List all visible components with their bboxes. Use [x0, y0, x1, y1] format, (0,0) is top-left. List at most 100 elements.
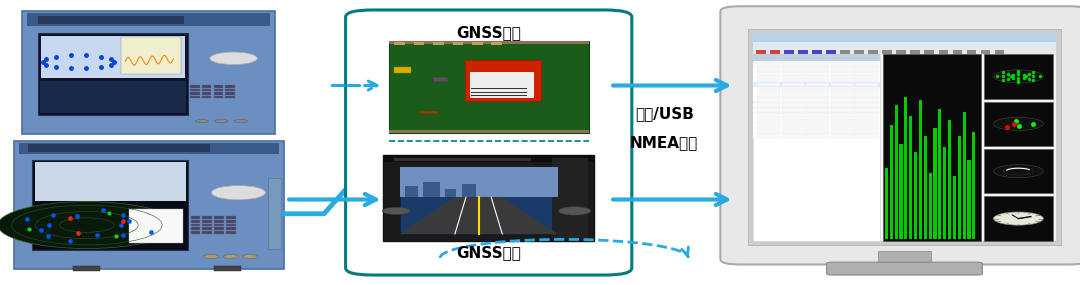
Bar — [753, 33, 1056, 42]
Bar — [757, 62, 780, 66]
Bar — [806, 108, 829, 112]
Bar — [757, 103, 780, 107]
Bar — [757, 83, 780, 86]
Bar — [878, 251, 931, 268]
Bar — [883, 54, 981, 241]
Bar — [806, 83, 829, 86]
Bar — [972, 131, 975, 239]
Bar — [214, 89, 224, 91]
Bar — [900, 144, 903, 239]
Bar — [226, 216, 235, 219]
Bar — [423, 182, 440, 197]
Bar — [984, 54, 1053, 99]
Bar — [214, 266, 241, 271]
Bar — [909, 116, 913, 239]
Bar — [464, 60, 541, 101]
Bar — [782, 83, 805, 86]
Bar — [782, 129, 805, 133]
Bar — [855, 83, 878, 86]
Bar — [394, 42, 405, 45]
Circle shape — [195, 119, 208, 123]
Bar — [924, 50, 934, 54]
Bar — [854, 50, 864, 54]
Bar — [806, 124, 829, 127]
Bar — [831, 93, 854, 97]
Bar — [855, 108, 878, 112]
Bar — [782, 103, 805, 107]
Bar — [471, 92, 527, 93]
Bar — [831, 78, 854, 81]
Bar — [226, 92, 235, 95]
Bar — [73, 266, 100, 271]
Bar — [414, 42, 424, 45]
Bar — [753, 128, 880, 133]
Bar — [831, 108, 854, 112]
Bar — [757, 93, 780, 97]
Bar — [757, 129, 780, 133]
Bar — [831, 134, 854, 138]
Bar — [753, 77, 880, 82]
Bar — [904, 97, 907, 239]
Bar — [831, 103, 854, 107]
Bar — [389, 41, 589, 44]
Bar — [190, 216, 200, 219]
Bar — [757, 124, 780, 127]
FancyBboxPatch shape — [22, 11, 275, 134]
Bar — [826, 50, 836, 54]
Bar — [445, 189, 456, 197]
Bar — [806, 98, 829, 102]
Bar — [770, 50, 780, 54]
Bar — [190, 86, 200, 88]
Bar — [753, 67, 880, 72]
Bar — [753, 87, 880, 92]
Bar — [757, 72, 780, 76]
Bar — [190, 224, 200, 226]
Bar — [753, 72, 880, 77]
Bar — [855, 88, 878, 91]
Bar — [855, 113, 878, 117]
Bar — [782, 124, 805, 127]
Bar — [855, 134, 878, 138]
Bar — [855, 98, 878, 102]
Bar — [806, 67, 829, 71]
Bar — [202, 92, 212, 95]
Bar — [855, 78, 878, 81]
Bar — [882, 50, 892, 54]
Bar — [782, 78, 805, 81]
Bar — [953, 176, 956, 239]
Bar — [812, 50, 822, 54]
Circle shape — [224, 255, 239, 258]
FancyBboxPatch shape — [14, 141, 284, 269]
Bar — [962, 113, 966, 239]
Bar — [753, 54, 880, 241]
Circle shape — [558, 207, 591, 215]
Bar — [214, 224, 224, 226]
Text: GNSS整机: GNSS整机 — [456, 245, 522, 260]
Bar — [190, 231, 200, 234]
Bar — [471, 95, 527, 96]
Bar — [214, 220, 224, 223]
Bar — [202, 231, 212, 234]
Bar — [894, 105, 897, 239]
Bar — [491, 42, 502, 45]
Bar — [202, 224, 212, 226]
Bar — [981, 50, 990, 54]
Bar — [419, 111, 438, 114]
Circle shape — [994, 165, 1043, 178]
Bar — [885, 168, 888, 239]
Bar — [831, 124, 854, 127]
Bar — [831, 72, 854, 76]
Bar — [831, 113, 854, 117]
Bar — [948, 120, 951, 239]
Bar — [226, 227, 235, 230]
Bar — [933, 128, 936, 239]
Bar — [831, 62, 854, 66]
Bar — [806, 88, 829, 91]
Bar — [967, 50, 976, 54]
Bar — [782, 119, 805, 122]
Bar — [840, 50, 850, 54]
FancyBboxPatch shape — [720, 6, 1080, 264]
Bar — [757, 88, 780, 91]
Bar — [890, 125, 893, 239]
Text: GNSS模块: GNSS模块 — [456, 25, 522, 40]
